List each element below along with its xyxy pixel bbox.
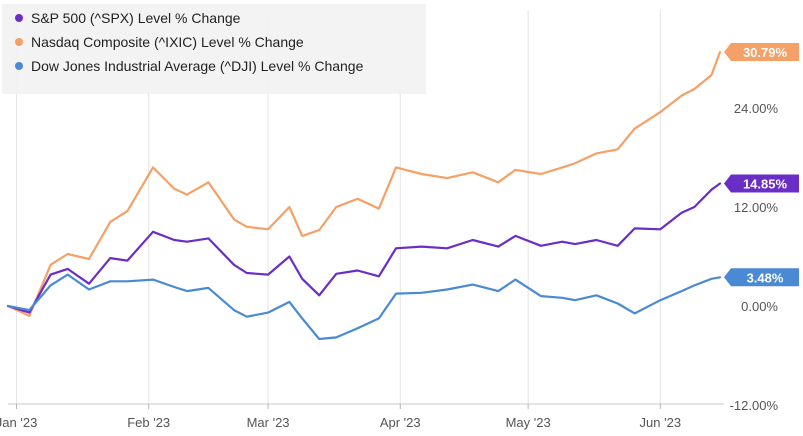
legend-swatch [15,38,23,46]
legend-swatch [15,62,23,70]
legend-label: S&P 500 (^SPX) Level % Change [31,10,241,26]
series-lines [6,50,722,341]
x-tick-label: May '23 [506,415,551,430]
x-tick-label: Jan '23 [0,415,37,430]
y-axis-tick-labels: 24.00% 12.00% 0.00% -12.00% [730,101,779,413]
end-value-text: 3.48% [747,270,784,285]
legend-background [2,4,426,94]
series-line [6,273,722,341]
end-value-labels: 14.85% 30.79% 3.48% [724,42,799,287]
legend-item: Nasdaq Composite (^IXIC) Level % Change [15,34,304,50]
end-value-text: 30.79% [743,45,788,60]
legend-label: Dow Jones Industrial Average (^DJI) Leve… [31,58,364,74]
end-value-pill [724,174,799,193]
y-tick-label: 12.00% [734,200,779,215]
y-tick-label: 24.00% [734,101,779,116]
legend-swatch [15,14,23,22]
y-tick-label: 0.00% [741,299,778,314]
x-tick-label: Mar '23 [247,415,290,430]
x-tick-label: Feb '23 [127,415,170,430]
x-tick-label: Jun '23 [640,415,682,430]
legend: S&P 500 (^SPX) Level % Change Nasdaq Comp… [2,4,426,94]
legend-item: S&P 500 (^SPX) Level % Change [15,10,241,26]
x-axis-tick-labels: Jan '23 Feb '23 Mar '23 Apr '23 May '23 Jun '… [0,404,681,430]
legend-item: Dow Jones Industrial Average (^DJI) Leve… [15,58,364,74]
y-tick-label: -12.00% [730,398,779,413]
end-value-pill [724,268,799,287]
legend-label: Nasdaq Composite (^IXIC) Level % Change [31,34,304,50]
end-value-text: 14.85% [743,176,788,191]
end-value-pill [724,42,799,61]
end-value-label: 30.79% [724,42,799,61]
x-tick-label: Apr '23 [380,415,421,430]
series-line [6,50,722,317]
series-line [6,182,722,314]
end-value-label: 14.85% [724,174,799,193]
end-value-label: 3.48% [724,268,799,287]
